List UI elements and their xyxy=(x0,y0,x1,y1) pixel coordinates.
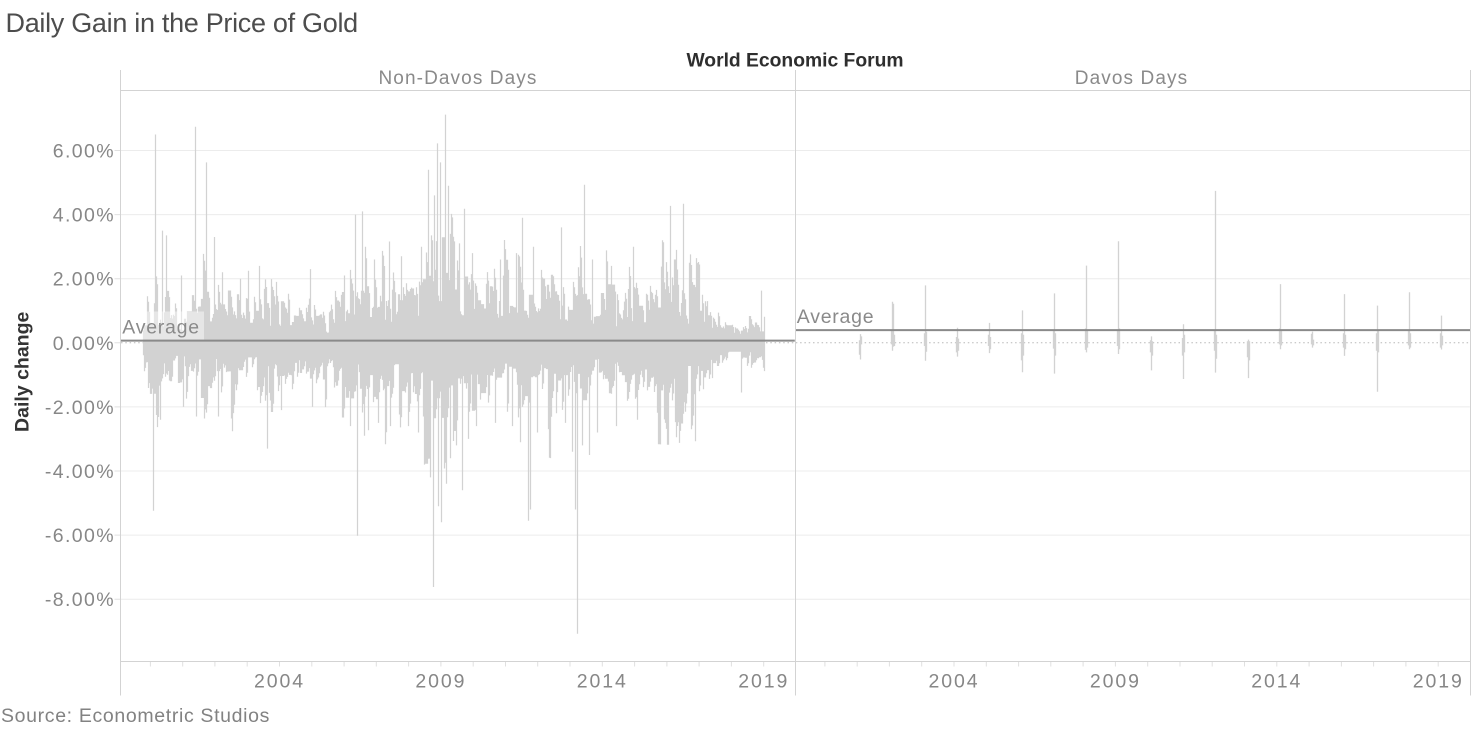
svg-text:Average: Average xyxy=(797,306,875,328)
svg-text:-6.00%: -6.00% xyxy=(45,525,115,547)
svg-text:Average: Average xyxy=(122,316,200,338)
svg-text:2014: 2014 xyxy=(1251,671,1302,693)
svg-text:2004: 2004 xyxy=(929,671,980,693)
svg-text:Non-Davos Days: Non-Davos Days xyxy=(378,68,537,89)
svg-text:-8.00%: -8.00% xyxy=(45,589,115,611)
svg-text:6.00%: 6.00% xyxy=(53,141,115,163)
svg-text:-2.00%: -2.00% xyxy=(45,397,115,419)
svg-text:Daily change: Daily change xyxy=(12,311,34,431)
svg-text:Davos Days: Davos Days xyxy=(1075,68,1188,89)
svg-text:World Economic Forum: World Economic Forum xyxy=(686,51,903,72)
svg-text:2004: 2004 xyxy=(254,671,305,693)
svg-text:0.00%: 0.00% xyxy=(53,333,115,355)
svg-text:2009: 2009 xyxy=(1090,671,1141,693)
svg-text:-4.00%: -4.00% xyxy=(45,461,115,483)
svg-text:2019: 2019 xyxy=(1413,671,1464,693)
svg-text:2009: 2009 xyxy=(415,671,466,693)
svg-text:2.00%: 2.00% xyxy=(53,269,115,291)
svg-text:Daily Gain in the Price of Gol: Daily Gain in the Price of Gold xyxy=(6,8,358,38)
svg-text:Source: Econometric Studios: Source: Econometric Studios xyxy=(1,705,270,727)
svg-text:2014: 2014 xyxy=(577,671,628,693)
svg-text:4.00%: 4.00% xyxy=(53,205,115,227)
svg-text:2019: 2019 xyxy=(738,671,789,693)
